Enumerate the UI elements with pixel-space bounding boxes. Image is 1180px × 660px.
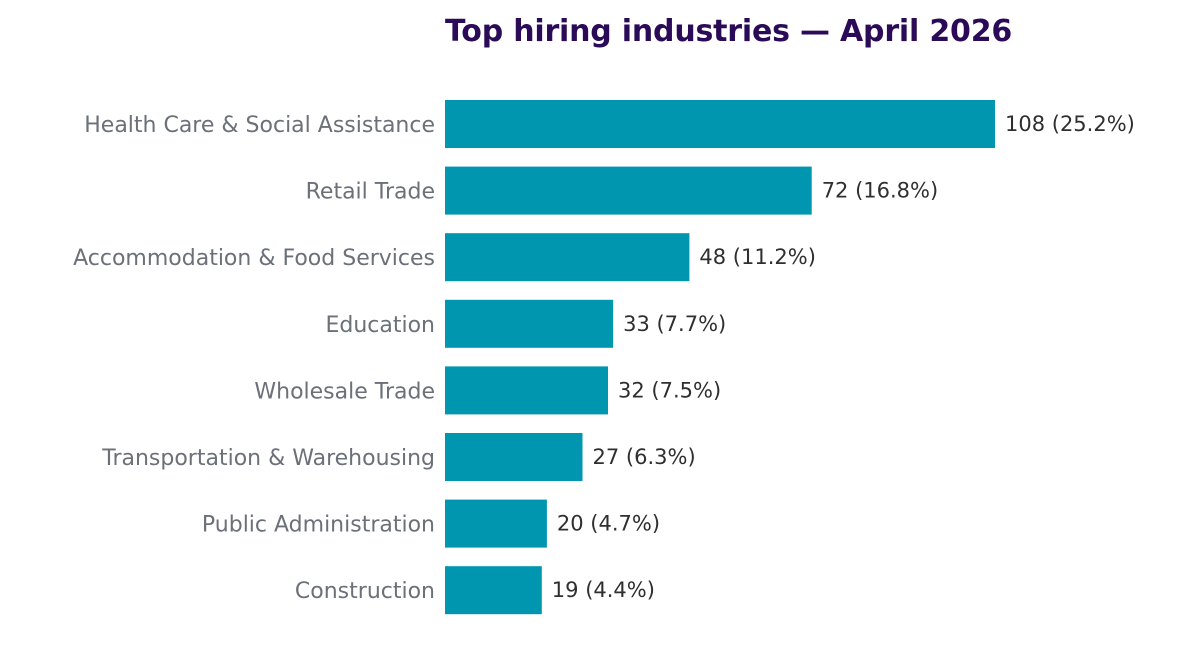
category-label: Health Care & Social Assistance (84, 113, 435, 138)
bar (445, 499, 547, 548)
bar (445, 166, 812, 215)
bar (445, 100, 995, 148)
chart-title: Top hiring industries — April 2026 (445, 14, 1013, 49)
value-label: 32 (7.5%) (618, 378, 721, 402)
bar (445, 233, 690, 282)
bar (445, 299, 614, 348)
value-label: 19 (4.4%) (552, 578, 655, 602)
value-label: 108 (25.2%) (1005, 112, 1135, 136)
category-label: Transportation & Warehousing (101, 446, 435, 471)
value-label: 48 (11.2%) (699, 245, 816, 269)
bar (445, 366, 608, 415)
category-label: Education (325, 313, 435, 338)
category-label: Public Administration (202, 513, 435, 538)
bar (445, 433, 583, 481)
category-label: Retail Trade (306, 180, 435, 205)
category-label: Wholesale Trade (254, 379, 435, 404)
value-label: 33 (7.7%) (623, 312, 726, 336)
category-label: Accommodation & Food Services (73, 246, 435, 271)
category-label: Construction (295, 579, 435, 604)
value-label: 72 (16.8%) (822, 179, 939, 203)
value-label: 27 (6.3%) (593, 445, 696, 469)
value-label: 20 (4.7%) (557, 512, 660, 536)
bar (445, 566, 542, 615)
